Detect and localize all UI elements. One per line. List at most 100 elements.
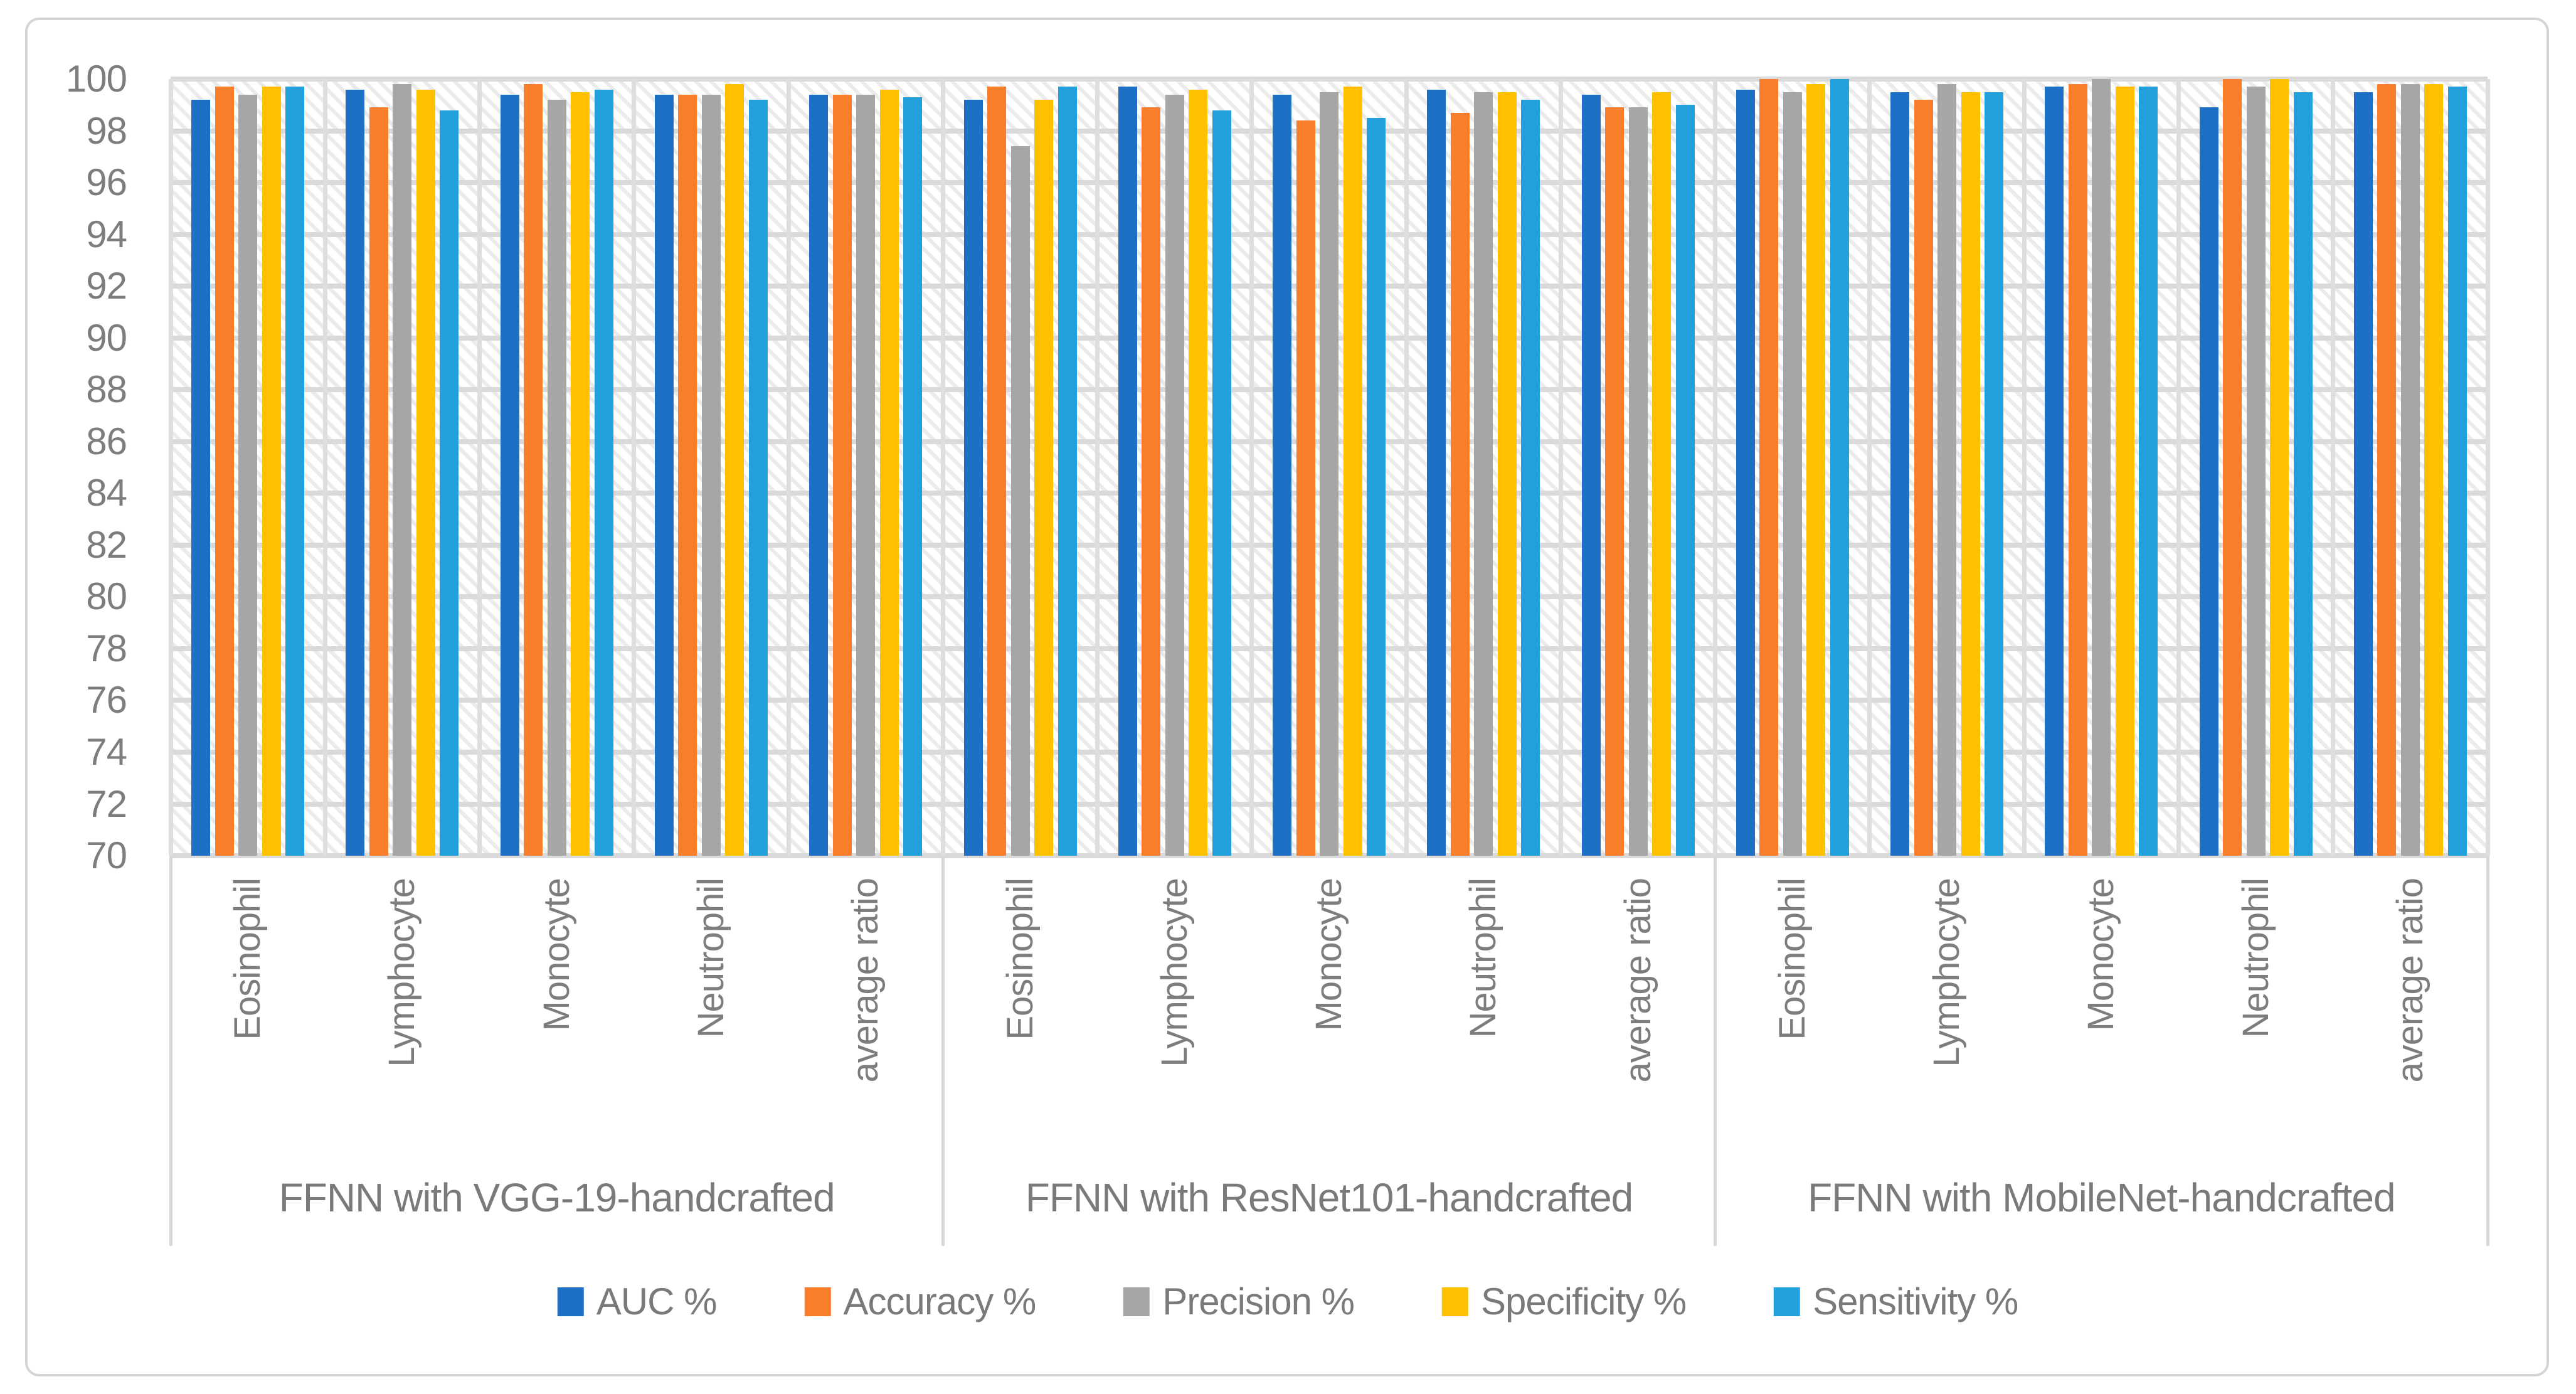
bar-sensitivity-neutrophil	[748, 100, 768, 856]
y-tick-label: 70	[86, 834, 127, 876]
bar-accuracy-lymphocyte	[369, 107, 388, 856]
v-gridline	[477, 79, 482, 856]
legend-swatch-icon	[1123, 1287, 1150, 1316]
bar-auc-eosinophil	[963, 100, 983, 856]
y-tick-label: 94	[86, 213, 127, 255]
bar-accuracy-neutrophil	[2223, 79, 2242, 856]
v-gridline	[1095, 79, 1100, 856]
v-gridline	[786, 79, 791, 856]
category-label: Monocyte	[2080, 878, 2122, 1031]
y-tick-label: 76	[86, 679, 127, 721]
bar-precision-eosinophil	[1010, 146, 1030, 856]
bar-precision-neutrophil	[1474, 92, 1493, 856]
group-separator	[2486, 856, 2489, 1246]
y-tick-label: 96	[86, 161, 127, 204]
y-tick-label: 90	[86, 316, 127, 359]
bar-precision-eosinophil	[1783, 92, 1802, 856]
category-label: Eosinophil	[1771, 878, 1813, 1040]
y-tick-label: 82	[86, 523, 127, 566]
bar-precision-neutrophil	[2246, 87, 2266, 856]
group-separator	[941, 856, 945, 1246]
legend-swatch-icon	[1442, 1287, 1469, 1316]
legend-item-sensitivity: Sensitivity %	[1774, 1280, 2018, 1323]
bar-precision-lymphocyte	[1165, 94, 1184, 856]
bar-precision-monocyte	[1320, 92, 1338, 856]
bar-precision-average-ratio	[856, 94, 876, 856]
legend-label: Sensitivity %	[1813, 1280, 2018, 1322]
y-tick-label: 78	[86, 627, 127, 669]
legend-item-specificity: Specificity %	[1442, 1280, 1687, 1323]
v-gridline	[1404, 79, 1409, 856]
legend-item-precision: Precision %	[1123, 1280, 1355, 1323]
bar-accuracy-monocyte	[1296, 120, 1315, 856]
category-label: average ratio	[845, 878, 886, 1083]
legend-item-accuracy: Accuracy %	[804, 1280, 1036, 1323]
bar-sensitivity-average-ratio	[903, 97, 923, 856]
bar-precision-lymphocyte	[393, 84, 412, 856]
legend-item-auc: AUC %	[557, 1280, 718, 1323]
bar-accuracy-lymphocyte	[1914, 100, 1933, 856]
v-gridline	[168, 79, 173, 856]
bar-accuracy-monocyte	[2068, 84, 2087, 856]
v-gridline	[1249, 79, 1254, 856]
bar-specificity-eosinophil	[262, 87, 281, 856]
bar-accuracy-neutrophil	[1450, 112, 1470, 856]
bar-specificity-lymphocyte	[416, 89, 435, 856]
y-tick-label: 92	[86, 265, 127, 307]
bar-sensitivity-average-ratio	[2447, 87, 2467, 856]
bar-accuracy-average-ratio	[2377, 84, 2397, 856]
bar-specificity-neutrophil	[2270, 79, 2289, 856]
bar-sensitivity-average-ratio	[1675, 105, 1695, 856]
bar-precision-neutrophil	[701, 94, 721, 856]
bar-auc-lymphocyte	[1118, 87, 1137, 856]
legend-swatch-icon	[557, 1287, 584, 1316]
v-gridline	[1713, 79, 1718, 856]
bar-precision-eosinophil	[238, 94, 258, 856]
category-label: Lymphocyte	[1153, 878, 1195, 1067]
category-label: Eosinophil	[227, 878, 268, 1040]
bar-sensitivity-neutrophil	[1521, 100, 1540, 856]
v-gridline	[2022, 79, 2027, 856]
legend-label: AUC %	[596, 1280, 718, 1322]
bar-auc-neutrophil	[1427, 89, 1446, 856]
legend: AUC % Accuracy % Precision % Specificity % S…	[557, 1280, 2018, 1323]
bar-specificity-average-ratio	[2424, 84, 2444, 856]
bar-accuracy-average-ratio	[1605, 107, 1624, 856]
category-label: Monocyte	[536, 878, 577, 1031]
bar-specificity-average-ratio	[879, 89, 899, 856]
v-gridline	[322, 79, 327, 856]
category-label: Neutrophil	[690, 878, 731, 1038]
v-gridline	[2485, 79, 2490, 856]
bar-specificity-neutrophil	[725, 84, 745, 856]
bar-precision-average-ratio	[2400, 84, 2420, 856]
bar-auc-monocyte	[2045, 87, 2064, 856]
y-tick-label: 98	[86, 109, 127, 152]
h-gridline-100	[171, 77, 2488, 82]
bar-sensitivity-eosinophil	[285, 87, 305, 856]
y-tick-label: 74	[86, 730, 127, 773]
y-tick-label: 80	[86, 575, 127, 618]
category-label: Lymphocyte	[1926, 878, 1968, 1067]
bar-accuracy-eosinophil	[1759, 79, 1779, 856]
legend-label: Precision %	[1162, 1280, 1355, 1322]
category-label: average ratio	[2389, 878, 2430, 1083]
legend-swatch-icon	[804, 1287, 831, 1316]
y-tick-label: 84	[86, 472, 127, 514]
bar-sensitivity-neutrophil	[2293, 92, 2313, 856]
y-tick-label: 88	[86, 368, 127, 411]
bar-specificity-monocyte	[1343, 87, 1362, 856]
category-label: Neutrophil	[1463, 878, 1504, 1038]
bar-accuracy-neutrophil	[678, 94, 697, 856]
bar-specificity-average-ratio	[1652, 92, 1671, 856]
v-gridline	[632, 79, 637, 856]
bar-sensitivity-eosinophil	[1830, 79, 1849, 856]
legend-label: Accuracy %	[843, 1280, 1036, 1322]
bar-accuracy-average-ratio	[832, 94, 852, 856]
bar-auc-average-ratio	[809, 94, 829, 856]
bar-auc-neutrophil	[654, 94, 674, 856]
y-tick-label: 72	[86, 782, 127, 825]
bar-specificity-eosinophil	[1034, 100, 1053, 856]
bar-auc-monocyte	[1273, 94, 1291, 856]
bar-specificity-lymphocyte	[1961, 92, 1980, 856]
v-gridline	[1558, 79, 1563, 856]
